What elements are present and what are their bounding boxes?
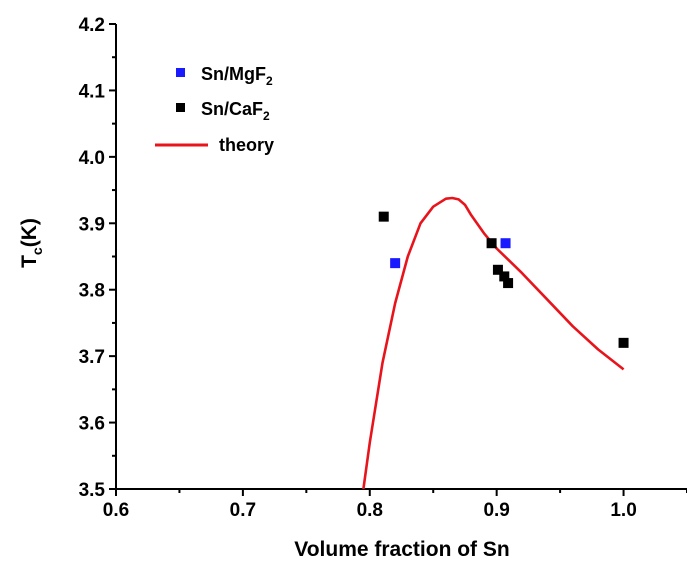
- legend-label-caf2: Sn/CaF2: [201, 99, 270, 123]
- legend: Sn/MgF2 Sn/CaF2 theory: [155, 64, 274, 155]
- y-tick-label: 3.5: [79, 480, 106, 501]
- legend-label-mgf2-sub: 2: [266, 74, 273, 88]
- x-tick-label: 0.9: [483, 500, 509, 521]
- legend-label-theory: theory: [219, 135, 274, 155]
- legend-label-mgf2: Sn/MgF2: [201, 64, 273, 88]
- x-axis-title: Volume fraction of Sn: [294, 538, 509, 561]
- y-tick-label: 4.1: [79, 81, 106, 102]
- point-sn-mgf2: [390, 258, 401, 269]
- y-axis-title: Tc(K): [18, 218, 45, 268]
- plot-series: [362, 196, 629, 490]
- point-sn-caf2: [492, 264, 503, 275]
- x-tick-label: 1.0: [610, 500, 636, 521]
- x-tick-label: 0.6: [103, 500, 129, 521]
- axes: [115, 24, 687, 490]
- tick-marks: [109, 23, 687, 496]
- x-tick-label: 0.8: [357, 500, 383, 521]
- legend-label-mgf2-main: Sn/MgF: [201, 64, 266, 84]
- y-tick-label: 3.6: [79, 414, 105, 435]
- legend-marker-mgf2: [176, 68, 185, 77]
- point-sn-caf2: [499, 271, 510, 282]
- point-sn-mgf2: [500, 238, 511, 249]
- legend-marker-caf2: [176, 103, 185, 112]
- y-tick-label: 3.7: [79, 347, 105, 368]
- y-tick-label: 3.9: [79, 214, 105, 235]
- series-line-theory: [362, 196, 625, 490]
- y-tick-label: 4.2: [79, 15, 105, 36]
- point-sn-caf2: [378, 211, 389, 222]
- y-tick-labels: 3.5 3.6 3.7 3.8 3.9 4.0 4.1 4.2: [79, 15, 106, 501]
- y-tick-label: 4.0: [79, 148, 105, 169]
- legend-label-caf2-sub: 2: [263, 109, 270, 123]
- y-axis-title-main: T: [18, 255, 41, 268]
- y-axis-title-sub: c: [29, 247, 45, 255]
- point-sn-caf2: [486, 238, 497, 249]
- y-axis-title-rest: (K): [18, 218, 41, 247]
- x-tick-labels: 0.6 0.7 0.8 0.9 1.0: [103, 500, 637, 521]
- y-tick-label: 3.8: [79, 281, 105, 302]
- legend-label-caf2-main: Sn/CaF: [201, 99, 263, 119]
- point-sn-caf2: [503, 278, 514, 289]
- x-tick-label: 0.7: [230, 500, 256, 521]
- point-sn-caf2: [618, 337, 629, 348]
